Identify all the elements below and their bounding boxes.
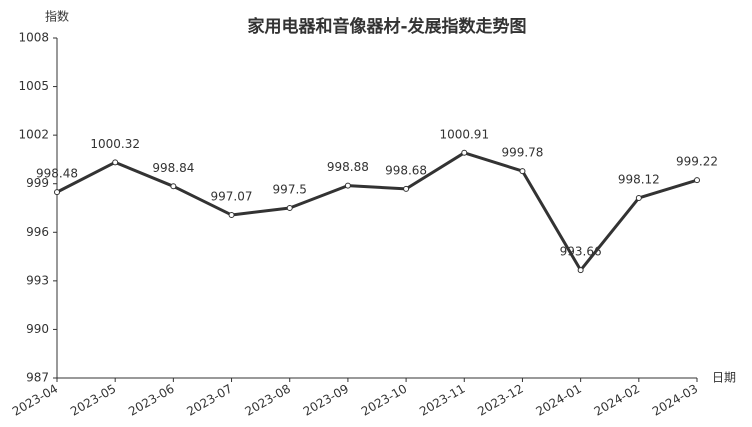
y-tick-label: 1005 xyxy=(18,79,49,93)
point xyxy=(577,267,584,274)
x-tick-label: 2024-01 xyxy=(533,382,583,419)
point xyxy=(403,185,410,192)
value-label: 998.88 xyxy=(327,160,369,174)
line xyxy=(56,151,698,272)
point xyxy=(461,149,468,156)
point xyxy=(286,205,293,211)
value-label: 999.22 xyxy=(676,155,718,169)
y-tick-label: 993 xyxy=(26,273,49,287)
y-axis-label: 指数 xyxy=(45,9,69,24)
value-label: 997.07 xyxy=(211,189,253,203)
x-tick-label: 2023-12 xyxy=(475,382,525,419)
value-label: 998.84 xyxy=(152,161,194,175)
point xyxy=(112,159,119,166)
value-label: 1000.32 xyxy=(90,137,140,151)
x-tick-label: 2023-07 xyxy=(184,382,234,419)
y-tick-label: 1008 xyxy=(18,31,49,45)
point xyxy=(170,183,177,190)
value-label: 1000.91 xyxy=(439,127,489,141)
x-tick-label: 2023-10 xyxy=(359,382,409,419)
x-tick-label: 2023-11 xyxy=(417,382,467,419)
value-label: 998.48 xyxy=(36,167,78,181)
chart-title: 家用电器和音像器材-发展指数走势图 xyxy=(247,16,526,37)
x-tick-label: 2023-08 xyxy=(243,382,293,419)
point xyxy=(694,177,700,184)
value-label: 993.66 xyxy=(560,245,602,259)
y-tick-label: 996 xyxy=(26,225,49,239)
point xyxy=(54,189,60,196)
y-tick-label: 1002 xyxy=(18,128,49,142)
x-tick-label: 2023-04 xyxy=(10,382,60,419)
y-tick-label: 987 xyxy=(26,371,49,385)
y-tick-label: 999 xyxy=(26,176,49,190)
value-label: 997.5 xyxy=(273,183,307,197)
x-axis-label: 日期 xyxy=(712,371,736,385)
y-tick-label: 990 xyxy=(26,322,49,336)
x-tick-label: 2023-05 xyxy=(68,382,118,419)
value-label: 999.78 xyxy=(501,146,543,160)
x-tick-label: 2023-06 xyxy=(126,382,176,419)
value-label: 998.12 xyxy=(618,172,660,186)
point xyxy=(519,168,526,175)
point xyxy=(635,194,642,201)
x-tick-label: 2024-03 xyxy=(650,382,700,419)
value-label: 998.68 xyxy=(385,163,427,177)
point xyxy=(228,211,235,218)
x-tick-label: 2023-09 xyxy=(301,382,351,419)
x-tick-label: 2024-02 xyxy=(592,382,642,419)
point xyxy=(344,182,351,189)
